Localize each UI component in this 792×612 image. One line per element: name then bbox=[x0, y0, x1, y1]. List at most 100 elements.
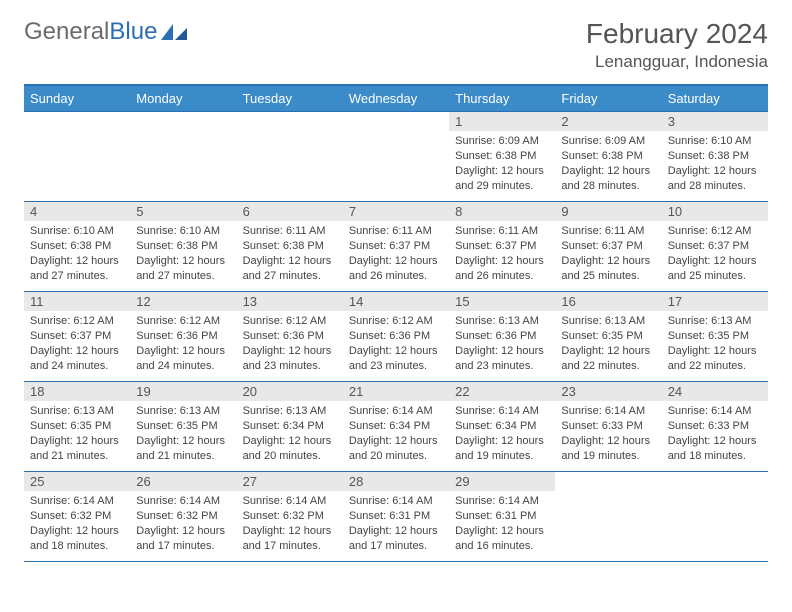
day-details: Sunrise: 6:14 AMSunset: 6:32 PMDaylight:… bbox=[130, 491, 236, 559]
day-number: 20 bbox=[237, 382, 343, 401]
calendar-day-cell: 1Sunrise: 6:09 AMSunset: 6:38 PMDaylight… bbox=[449, 112, 555, 202]
day-number: 24 bbox=[662, 382, 768, 401]
day-number: 8 bbox=[449, 202, 555, 221]
calendar-body: 1Sunrise: 6:09 AMSunset: 6:38 PMDaylight… bbox=[24, 112, 768, 562]
sunrise-line: Sunrise: 6:14 AM bbox=[349, 494, 443, 509]
day-details: Sunrise: 6:14 AMSunset: 6:31 PMDaylight:… bbox=[343, 491, 449, 559]
day-number: 17 bbox=[662, 292, 768, 311]
sunrise-line: Sunrise: 6:11 AM bbox=[455, 224, 549, 239]
calendar-container: SundayMondayTuesdayWednesdayThursdayFrid… bbox=[24, 84, 768, 562]
day-details: Sunrise: 6:14 AMSunset: 6:32 PMDaylight:… bbox=[237, 491, 343, 559]
sunrise-line: Sunrise: 6:14 AM bbox=[136, 494, 230, 509]
day-details: Sunrise: 6:12 AMSunset: 6:36 PMDaylight:… bbox=[237, 311, 343, 379]
month-title: February 2024 bbox=[586, 18, 768, 50]
sunset-line: Sunset: 6:36 PM bbox=[455, 329, 549, 344]
calendar-day-cell: 3Sunrise: 6:10 AMSunset: 6:38 PMDaylight… bbox=[662, 112, 768, 202]
day-details: Sunrise: 6:10 AMSunset: 6:38 PMDaylight:… bbox=[662, 131, 768, 199]
day-details: Sunrise: 6:12 AMSunset: 6:37 PMDaylight:… bbox=[662, 221, 768, 289]
day-details: Sunrise: 6:13 AMSunset: 6:35 PMDaylight:… bbox=[662, 311, 768, 379]
daylight-line: Daylight: 12 hours and 24 minutes. bbox=[136, 344, 230, 374]
sunset-line: Sunset: 6:38 PM bbox=[30, 239, 124, 254]
sunrise-line: Sunrise: 6:13 AM bbox=[136, 404, 230, 419]
header: GeneralBlue February 2024 Lenangguar, In… bbox=[24, 18, 768, 72]
logo-text-general: General bbox=[24, 18, 109, 46]
daylight-line: Daylight: 12 hours and 27 minutes. bbox=[136, 254, 230, 284]
daylight-line: Daylight: 12 hours and 18 minutes. bbox=[30, 524, 124, 554]
sunrise-line: Sunrise: 6:11 AM bbox=[561, 224, 655, 239]
calendar-day-cell: 11Sunrise: 6:12 AMSunset: 6:37 PMDayligh… bbox=[24, 292, 130, 382]
sunrise-line: Sunrise: 6:10 AM bbox=[668, 134, 762, 149]
calendar-day-cell bbox=[130, 112, 236, 202]
day-details: Sunrise: 6:14 AMSunset: 6:34 PMDaylight:… bbox=[449, 401, 555, 469]
daylight-line: Daylight: 12 hours and 22 minutes. bbox=[668, 344, 762, 374]
daylight-line: Daylight: 12 hours and 23 minutes. bbox=[455, 344, 549, 374]
day-number: 19 bbox=[130, 382, 236, 401]
daylight-line: Daylight: 12 hours and 17 minutes. bbox=[136, 524, 230, 554]
daylight-line: Daylight: 12 hours and 20 minutes. bbox=[349, 434, 443, 464]
sunrise-line: Sunrise: 6:09 AM bbox=[561, 134, 655, 149]
day-number: 29 bbox=[449, 472, 555, 491]
calendar-day-cell: 23Sunrise: 6:14 AMSunset: 6:33 PMDayligh… bbox=[555, 382, 661, 472]
calendar-header-row: SundayMondayTuesdayWednesdayThursdayFrid… bbox=[24, 86, 768, 112]
sunset-line: Sunset: 6:33 PM bbox=[561, 419, 655, 434]
sunrise-line: Sunrise: 6:14 AM bbox=[455, 404, 549, 419]
calendar-day-cell: 18Sunrise: 6:13 AMSunset: 6:35 PMDayligh… bbox=[24, 382, 130, 472]
daylight-line: Daylight: 12 hours and 17 minutes. bbox=[243, 524, 337, 554]
sunset-line: Sunset: 6:33 PM bbox=[668, 419, 762, 434]
daylight-line: Daylight: 12 hours and 27 minutes. bbox=[30, 254, 124, 284]
calendar-day-cell bbox=[662, 472, 768, 562]
sunrise-line: Sunrise: 6:12 AM bbox=[30, 314, 124, 329]
day-header: Wednesday bbox=[343, 86, 449, 112]
day-number: 3 bbox=[662, 112, 768, 131]
calendar-day-cell: 12Sunrise: 6:12 AMSunset: 6:36 PMDayligh… bbox=[130, 292, 236, 382]
day-number: 1 bbox=[449, 112, 555, 131]
daylight-line: Daylight: 12 hours and 26 minutes. bbox=[349, 254, 443, 284]
sunset-line: Sunset: 6:38 PM bbox=[243, 239, 337, 254]
sunset-line: Sunset: 6:36 PM bbox=[243, 329, 337, 344]
sunrise-line: Sunrise: 6:14 AM bbox=[455, 494, 549, 509]
sunset-line: Sunset: 6:32 PM bbox=[30, 509, 124, 524]
day-number: 14 bbox=[343, 292, 449, 311]
sunset-line: Sunset: 6:31 PM bbox=[455, 509, 549, 524]
sunset-line: Sunset: 6:38 PM bbox=[455, 149, 549, 164]
daylight-line: Daylight: 12 hours and 26 minutes. bbox=[455, 254, 549, 284]
day-number: 4 bbox=[24, 202, 130, 221]
sunset-line: Sunset: 6:37 PM bbox=[30, 329, 124, 344]
day-details: Sunrise: 6:12 AMSunset: 6:36 PMDaylight:… bbox=[130, 311, 236, 379]
sunrise-line: Sunrise: 6:11 AM bbox=[349, 224, 443, 239]
calendar-day-cell: 27Sunrise: 6:14 AMSunset: 6:32 PMDayligh… bbox=[237, 472, 343, 562]
logo-sail-icon bbox=[161, 24, 187, 42]
sunrise-line: Sunrise: 6:14 AM bbox=[243, 494, 337, 509]
calendar-day-cell: 16Sunrise: 6:13 AMSunset: 6:35 PMDayligh… bbox=[555, 292, 661, 382]
calendar-day-cell: 14Sunrise: 6:12 AMSunset: 6:36 PMDayligh… bbox=[343, 292, 449, 382]
calendar-day-cell bbox=[237, 112, 343, 202]
day-header: Monday bbox=[130, 86, 236, 112]
calendar-day-cell: 2Sunrise: 6:09 AMSunset: 6:38 PMDaylight… bbox=[555, 112, 661, 202]
daylight-line: Daylight: 12 hours and 25 minutes. bbox=[561, 254, 655, 284]
title-block: February 2024 Lenangguar, Indonesia bbox=[586, 18, 768, 72]
daylight-line: Daylight: 12 hours and 23 minutes. bbox=[349, 344, 443, 374]
day-number: 18 bbox=[24, 382, 130, 401]
day-number: 5 bbox=[130, 202, 236, 221]
day-number: 7 bbox=[343, 202, 449, 221]
sunrise-line: Sunrise: 6:13 AM bbox=[30, 404, 124, 419]
sunset-line: Sunset: 6:35 PM bbox=[136, 419, 230, 434]
calendar-week-row: 1Sunrise: 6:09 AMSunset: 6:38 PMDaylight… bbox=[24, 112, 768, 202]
calendar-week-row: 11Sunrise: 6:12 AMSunset: 6:37 PMDayligh… bbox=[24, 292, 768, 382]
calendar-day-cell: 20Sunrise: 6:13 AMSunset: 6:34 PMDayligh… bbox=[237, 382, 343, 472]
sunset-line: Sunset: 6:34 PM bbox=[455, 419, 549, 434]
day-details: Sunrise: 6:09 AMSunset: 6:38 PMDaylight:… bbox=[449, 131, 555, 199]
daylight-line: Daylight: 12 hours and 19 minutes. bbox=[455, 434, 549, 464]
sunrise-line: Sunrise: 6:13 AM bbox=[455, 314, 549, 329]
daylight-line: Daylight: 12 hours and 29 minutes. bbox=[455, 164, 549, 194]
daylight-line: Daylight: 12 hours and 23 minutes. bbox=[243, 344, 337, 374]
day-details: Sunrise: 6:13 AMSunset: 6:36 PMDaylight:… bbox=[449, 311, 555, 379]
day-number: 28 bbox=[343, 472, 449, 491]
sunrise-line: Sunrise: 6:12 AM bbox=[136, 314, 230, 329]
calendar-day-cell bbox=[24, 112, 130, 202]
day-number: 11 bbox=[24, 292, 130, 311]
calendar-day-cell: 24Sunrise: 6:14 AMSunset: 6:33 PMDayligh… bbox=[662, 382, 768, 472]
daylight-line: Daylight: 12 hours and 28 minutes. bbox=[561, 164, 655, 194]
calendar-day-cell: 25Sunrise: 6:14 AMSunset: 6:32 PMDayligh… bbox=[24, 472, 130, 562]
calendar-day-cell: 29Sunrise: 6:14 AMSunset: 6:31 PMDayligh… bbox=[449, 472, 555, 562]
